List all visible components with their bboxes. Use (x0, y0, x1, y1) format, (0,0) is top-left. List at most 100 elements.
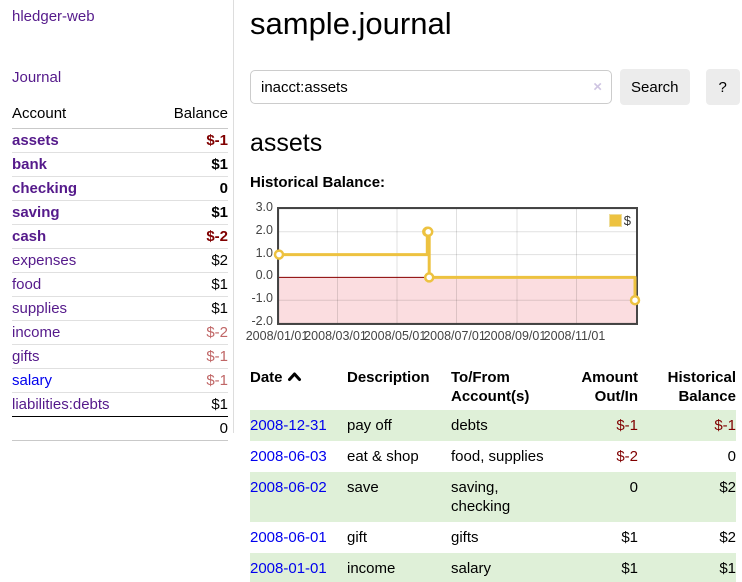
transaction-amount: $1 (621, 560, 638, 577)
account-row: saving $1 (12, 200, 228, 225)
account-row: bank $1 (12, 152, 228, 177)
account-link-assets[interactable]: assets (12, 132, 59, 149)
account-row: liabilities:debts $1 (12, 393, 228, 417)
transaction-amount: $-2 (616, 448, 638, 465)
transaction-description: income (347, 560, 396, 577)
transaction-accounts: salary (451, 560, 492, 577)
chart-title: Historical Balance: (250, 174, 386, 191)
accounts-col-account: Account (12, 102, 151, 129)
account-row: supplies $1 (12, 296, 228, 321)
account-balance: $-1 (150, 368, 228, 393)
y-axis-tick: 2.0 (255, 222, 273, 237)
account-link-salary[interactable]: salary (12, 372, 53, 389)
account-row: food $1 (12, 272, 228, 297)
register-col-accounts: To/From Account(s) (451, 369, 530, 405)
y-axis-tick: -2.0 (251, 314, 273, 328)
sort-ascending-icon (287, 368, 302, 387)
transaction-accounts: gifts (451, 529, 479, 546)
account-link-liabilities-debts[interactable]: liabilities:debts (12, 396, 110, 413)
historical-balance-chart: 3.0 2.0 1.0 0.0 -1.0 -2.0 $ 2008/01/01 2… (241, 200, 736, 350)
account-balance: $1 (150, 200, 228, 225)
sidebar: hledger-web Journal Account Balance asse… (12, 0, 228, 441)
help-button[interactable]: ? (705, 69, 740, 105)
account-row: salary $-1 (12, 368, 228, 393)
x-axis-tick: 2008/01/01 (245, 329, 309, 343)
transaction-balance: 0 (727, 448, 736, 465)
x-axis-tick: 2008/05/01 (363, 329, 427, 343)
transaction-balance: $1 (719, 560, 736, 577)
account-balance: 0 (150, 176, 228, 201)
account-link-saving[interactable]: saving (12, 204, 60, 221)
account-link-expenses[interactable]: expenses (12, 252, 77, 269)
register-header-row: Date Description To/From Account(s) Amou… (250, 364, 736, 410)
search-input[interactable] (250, 70, 612, 104)
accounts-col-balance: Balance (150, 102, 228, 129)
account-row: income $-2 (12, 320, 228, 345)
account-balance: $-1 (150, 128, 228, 153)
nav-journal-link[interactable]: Journal (12, 69, 62, 86)
x-axis-tick: 2008/03/01 (304, 329, 367, 343)
transaction-description: pay off (347, 417, 392, 434)
brand-link[interactable]: hledger-web (12, 8, 95, 25)
transaction-balance: $2 (719, 529, 736, 546)
account-link-income[interactable]: income (12, 324, 61, 341)
clear-search-icon[interactable]: × (593, 78, 602, 96)
account-link-supplies[interactable]: supplies (12, 300, 68, 317)
transaction-accounts: saving, checking (451, 479, 511, 515)
transaction-date-link[interactable]: 2008-12-31 (250, 417, 327, 434)
register-col-date[interactable]: Date (250, 364, 347, 410)
account-link-cash[interactable]: cash (12, 228, 47, 245)
search-button[interactable]: Search (620, 69, 690, 105)
legend-swatch (608, 214, 622, 227)
chart-canvas (273, 208, 641, 324)
transaction-balance: $-1 (714, 417, 736, 434)
accounts-total-row: 0 (12, 416, 228, 441)
account-balance: $1 (211, 396, 228, 413)
search-form: × Search ? (250, 69, 740, 105)
legend-label: $ (623, 213, 631, 228)
account-balance: $-2 (150, 320, 228, 345)
register-row: 2008-06-03 eat & shop food, supplies $-2… (250, 441, 736, 472)
account-balance: $1 (150, 296, 228, 321)
transaction-date-link[interactable]: 2008-06-03 (250, 448, 327, 465)
account-row: assets $-1 (12, 128, 228, 153)
transaction-description: gift (347, 529, 368, 546)
x-axis-tick: 2008/11/01 (543, 329, 606, 343)
account-balance: $-2 (150, 224, 228, 249)
transaction-date-link[interactable]: 2008-06-01 (250, 529, 327, 546)
transaction-amount: 0 (629, 479, 638, 496)
account-row: checking 0 (12, 176, 228, 201)
main-content: sample.journal × Search ? assets Histori… (246, 0, 740, 582)
account-balance: $1 (150, 152, 228, 177)
account-link-bank[interactable]: bank (12, 156, 48, 173)
account-link-checking[interactable]: checking (12, 180, 78, 197)
transaction-accounts: food, supplies (451, 448, 544, 465)
register-col-balance: Historical Balance (667, 369, 736, 405)
transaction-amount: $-1 (616, 417, 638, 434)
account-link-food[interactable]: food (12, 276, 42, 293)
register-col-description: Description (347, 369, 430, 386)
page-title: sample.journal (250, 6, 452, 41)
y-axis-tick: 0.0 (255, 268, 273, 283)
account-link-gifts[interactable]: gifts (12, 348, 40, 365)
transaction-date-link[interactable]: 2008-06-02 (250, 479, 327, 496)
search-box: × (250, 70, 612, 104)
transaction-amount: $1 (621, 529, 638, 546)
chart-plot-area: $ (273, 207, 641, 325)
register-row: 2008-06-02 save saving, checking 0 $2 (250, 472, 736, 522)
register-row: 2008-12-31 pay off debts $-1 $-1 (250, 410, 736, 441)
account-balance: $2 (150, 248, 228, 273)
account-balance: $-1 (150, 344, 228, 369)
register-table: Date Description To/From Account(s) Amou… (250, 364, 736, 582)
account-row: gifts $-1 (12, 344, 228, 369)
x-axis-tick: 2008/07/01 (423, 329, 486, 343)
transaction-date-link[interactable]: 2008-01-01 (250, 560, 327, 577)
x-axis-tick: 2008/09/01 (483, 329, 547, 343)
accounts-header-row: Account Balance (12, 102, 228, 129)
transaction-description: eat & shop (347, 448, 419, 465)
register-row: 2008-06-01 gift gifts $1 $2 (250, 522, 736, 553)
y-axis-tick: 1.0 (255, 245, 273, 260)
y-axis-tick: 3.0 (255, 200, 273, 214)
transaction-accounts: debts (451, 417, 488, 434)
